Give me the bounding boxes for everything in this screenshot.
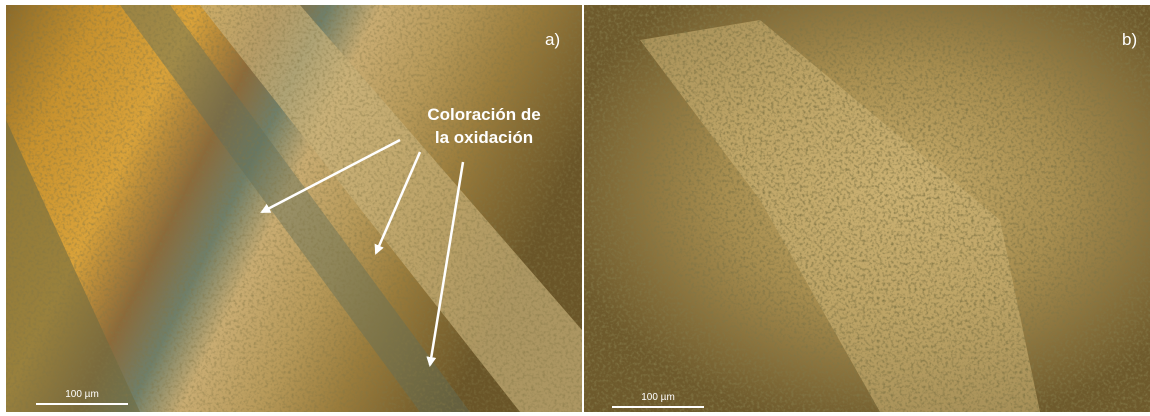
micrograph-b	[584, 5, 1150, 412]
annotation: la oxidación	[435, 128, 533, 147]
annotation: Coloración de	[427, 105, 540, 124]
micrograph-a	[6, 5, 582, 412]
scale-label: 100 µm	[641, 392, 675, 403]
scale-label: 100 µm	[65, 389, 99, 400]
panel-label: b)	[1122, 30, 1137, 49]
panel-label: a)	[545, 30, 560, 49]
figure: a) b) Coloración de la oxidación 100 µm …	[0, 0, 1150, 416]
